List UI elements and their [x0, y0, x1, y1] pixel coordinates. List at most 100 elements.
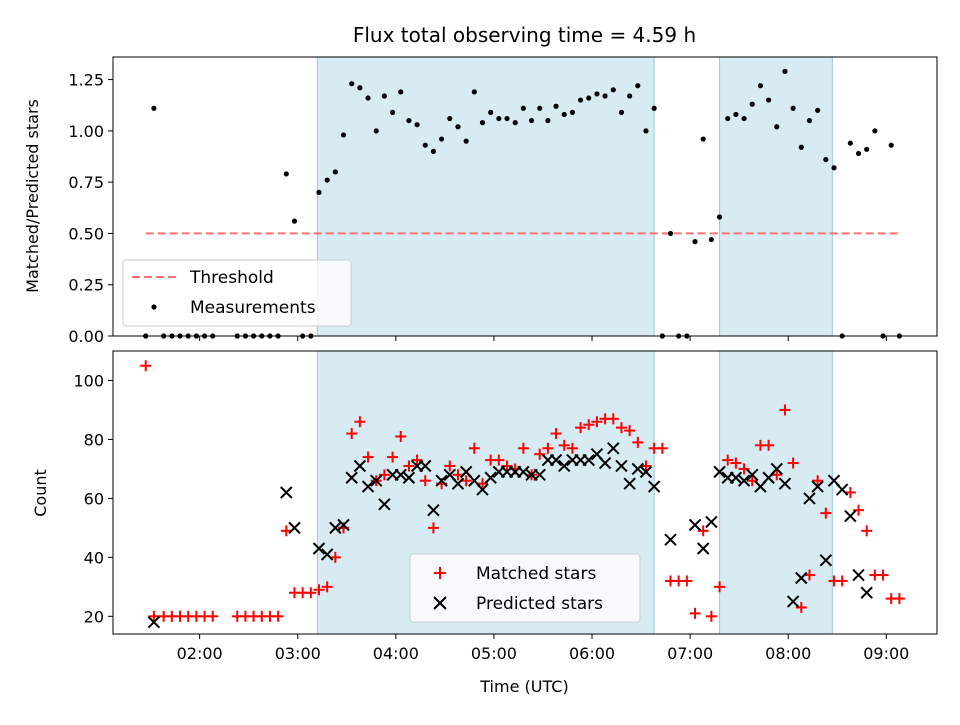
- matched-star-point: [403, 460, 415, 472]
- measurement-point: [823, 156, 829, 163]
- matched-star-point: [427, 522, 439, 534]
- x-stroke: [705, 515, 718, 529]
- matched-star-point: [395, 430, 407, 442]
- x-tick-label: 07:00: [667, 644, 713, 663]
- bottom-x-axis: 02:00 03:00 04:00 05:00 06:00 07:00 08:00 09:00: [177, 634, 909, 663]
- x-stroke: [558, 459, 571, 473]
- x-stroke: [590, 447, 604, 461]
- matched-star-point: [558, 439, 570, 451]
- x-stroke: [288, 521, 301, 535]
- matched-star-point: [444, 460, 456, 472]
- measurement-point: [741, 115, 747, 122]
- y-tick-label: 0.50: [68, 224, 104, 243]
- measurement-point: [365, 95, 371, 101]
- predicted-star-point: [705, 515, 718, 529]
- predicted-star-point: [378, 498, 391, 511]
- x-stroke: [631, 462, 645, 476]
- y-tick-label: 40: [84, 548, 104, 567]
- matched-star-point: [493, 454, 505, 466]
- predicted-star-point: [713, 465, 726, 479]
- measurement-point: [643, 128, 649, 134]
- predicted-star-point: [819, 554, 833, 567]
- measurement-point: [389, 109, 396, 115]
- measurement-point: [749, 101, 755, 107]
- x-stroke: [147, 616, 161, 629]
- legend-matched-label: Matched stars: [476, 564, 596, 584]
- predicted-star-point: [435, 474, 448, 487]
- measurement-point: [332, 169, 338, 175]
- x-tick-label: 05:00: [471, 644, 517, 663]
- x-stroke: [835, 483, 849, 496]
- legend-predicted-label: Predicted stars: [476, 594, 603, 614]
- x-stroke: [312, 542, 326, 555]
- x-stroke: [443, 468, 457, 482]
- matched-star-point: [656, 442, 668, 454]
- predicted-star-point: [353, 459, 367, 473]
- matched-star-point: [632, 436, 644, 448]
- predicted-stars-points: [147, 442, 873, 629]
- matched-star-point: [779, 404, 791, 416]
- matched-star-point: [313, 584, 325, 596]
- top-shaded-intervals: [316, 56, 833, 337]
- predicted-star-point: [623, 477, 636, 490]
- measurement-point: [594, 91, 600, 97]
- measurement-point: [151, 105, 157, 111]
- matched-star-point: [689, 607, 701, 619]
- measurement-point: [864, 146, 870, 152]
- matched-star-point: [148, 610, 160, 622]
- x-stroke: [353, 459, 367, 473]
- x-stroke: [582, 453, 595, 467]
- y-tick-label: 1.00: [68, 122, 104, 141]
- measurement-point: [553, 103, 559, 109]
- predicted-star-point: [852, 568, 865, 582]
- matched-star-point: [607, 413, 619, 425]
- x-axis-label: Time (UTC): [479, 677, 568, 696]
- legend-measurements-swatch: [151, 304, 157, 310]
- measurement-point: [471, 89, 477, 95]
- predicted-star-point: [631, 462, 645, 476]
- top-legend: Threshold Measurements: [122, 259, 352, 327]
- matched-star-point: [550, 428, 562, 440]
- x-stroke: [713, 465, 726, 479]
- measurement-point: [766, 97, 772, 103]
- y-tick-label: 100: [73, 371, 104, 390]
- x-tick-label: 04:00: [373, 644, 419, 663]
- legend-matched-swatch: [434, 567, 446, 579]
- matched-star-point: [387, 451, 399, 463]
- predicted-star-point: [280, 486, 293, 499]
- x-stroke: [811, 480, 824, 493]
- matched-star-point: [812, 475, 824, 487]
- matched-star-point: [566, 442, 578, 454]
- x-stroke: [419, 459, 432, 473]
- measurement-point: [569, 109, 576, 115]
- measurement-point: [455, 124, 461, 130]
- shaded-interval: [316, 56, 655, 337]
- shaded-interval: [719, 56, 833, 337]
- x-stroke: [827, 474, 841, 487]
- x-stroke: [770, 462, 783, 476]
- measurement-point: [479, 120, 486, 126]
- matched-star-point: [722, 454, 734, 466]
- matched-star-point: [305, 587, 317, 599]
- measurement-point: [291, 218, 298, 224]
- measurement-point: [757, 83, 764, 89]
- x-stroke: [345, 471, 358, 484]
- matched-star-point: [346, 428, 358, 440]
- bottom-axes-frame: [112, 350, 938, 635]
- predicted-star-point: [860, 586, 873, 599]
- measurement-point: [496, 115, 502, 122]
- x-stroke: [517, 465, 530, 479]
- predicted-star-point: [361, 480, 375, 493]
- matched-star-point: [321, 581, 333, 593]
- measurement-point: [855, 150, 862, 157]
- shaded-interval: [719, 350, 833, 635]
- x-stroke: [280, 486, 293, 499]
- matched-star-point: [771, 469, 783, 481]
- predicted-star-point: [598, 456, 612, 470]
- matched-star-point: [820, 507, 832, 519]
- measurement-point: [488, 109, 494, 115]
- measurement-point: [422, 142, 428, 148]
- matched-star-point: [763, 439, 775, 451]
- x-stroke: [860, 586, 873, 599]
- matched-star-point: [140, 360, 152, 372]
